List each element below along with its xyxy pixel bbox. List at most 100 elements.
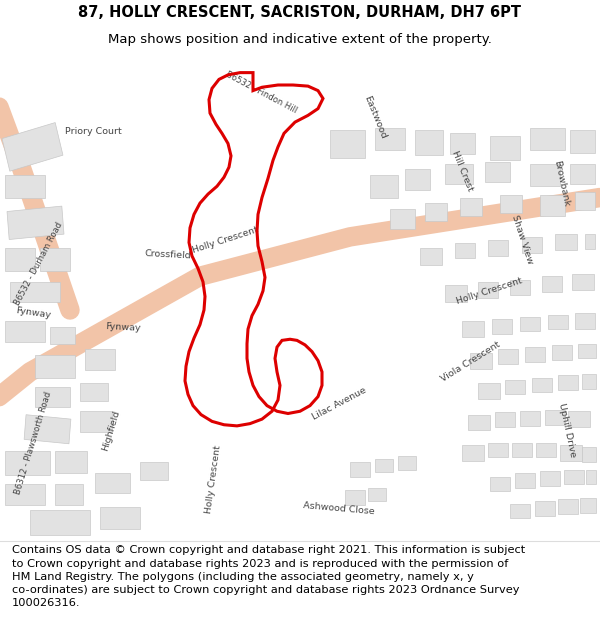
Bar [582,374,596,389]
Bar [478,383,500,399]
Text: Fynway: Fynway [105,322,141,333]
Bar [50,327,75,344]
Bar [552,345,572,359]
Bar [560,445,582,461]
Bar [575,192,595,210]
Bar [512,442,532,458]
Bar [578,344,596,358]
Bar [415,130,443,155]
Text: Eastwood: Eastwood [362,94,388,140]
Bar [425,203,447,221]
Bar [548,314,568,329]
Text: B6532 - Findon Hill: B6532 - Findon Hill [224,70,298,116]
Bar [468,414,490,431]
Text: Shaw View: Shaw View [510,214,534,266]
Bar [398,456,416,470]
Bar [488,442,508,458]
Bar [542,276,562,292]
Bar [390,209,415,229]
Bar [520,411,540,426]
Text: Viola Crescent: Viola Crescent [440,340,502,384]
Bar [585,234,595,249]
Bar [80,383,108,401]
Bar [55,451,87,473]
Text: Uphill Drive: Uphill Drive [557,402,577,459]
Text: Fynway: Fynway [15,306,51,320]
Bar [5,321,45,341]
Text: B6532 - Durham Road: B6532 - Durham Road [13,221,65,308]
Bar [564,470,584,484]
Bar [55,484,83,504]
Bar [555,234,577,251]
Bar [580,498,596,512]
Bar [495,412,515,427]
Bar [532,378,552,392]
Bar [5,248,35,271]
Text: Crossfield: Crossfield [145,249,191,260]
Bar [540,195,565,216]
Text: Lilac Avenue: Lilac Avenue [310,386,368,422]
Text: Holly Crescent: Holly Crescent [204,445,222,514]
Bar [10,282,60,302]
Bar [568,411,590,427]
Bar [586,470,596,484]
Bar [515,473,535,488]
Bar [545,410,565,425]
Bar [368,488,386,501]
Bar [535,501,555,516]
Bar [582,448,596,462]
Text: 87, HOLLY CRESCENT, SACRISTON, DURHAM, DH7 6PT: 87, HOLLY CRESCENT, SACRISTON, DURHAM, D… [79,5,521,20]
Bar [520,317,540,331]
Bar [505,380,525,394]
Bar [470,352,492,369]
Bar [490,136,520,161]
Bar [370,175,398,198]
Text: Contains OS data © Crown copyright and database right 2021. This information is : Contains OS data © Crown copyright and d… [12,545,525,608]
Bar [478,282,498,298]
Polygon shape [2,122,63,171]
Bar [510,279,530,296]
Text: Browbank: Browbank [552,159,570,208]
Bar [455,242,475,258]
Text: Map shows position and indicative extent of the property.: Map shows position and indicative extent… [108,34,492,46]
Bar [35,355,75,377]
Text: Holly Crescent: Holly Crescent [191,225,259,254]
Bar [40,248,70,271]
Bar [570,164,595,184]
Bar [485,161,510,182]
Bar [522,237,542,252]
Bar [80,411,112,431]
Bar [510,504,530,518]
Bar [558,375,578,390]
Bar [575,313,595,329]
Bar [488,240,508,256]
Bar [420,248,442,265]
Bar [140,462,168,480]
Bar [536,442,556,458]
Bar [490,476,510,491]
Bar [5,175,45,198]
Bar [540,471,560,486]
Bar [85,349,115,369]
Text: Hill Crest: Hill Crest [450,149,474,192]
Bar [462,321,484,337]
Bar [460,198,482,216]
Bar [570,130,595,152]
Text: Holly Crescent: Holly Crescent [455,276,523,306]
Bar [345,490,365,504]
Bar [445,164,473,184]
Bar [5,451,50,476]
Bar [100,507,140,529]
Bar [558,499,578,514]
Bar [572,274,594,290]
Bar [498,349,518,364]
Bar [500,195,522,213]
Bar [30,510,90,535]
Bar [95,473,130,493]
Text: Ashwood Close: Ashwood Close [303,501,375,516]
Bar [492,319,512,334]
Bar [445,285,467,302]
Bar [530,164,560,186]
Text: Highfield: Highfield [101,409,121,452]
Bar [35,386,70,407]
